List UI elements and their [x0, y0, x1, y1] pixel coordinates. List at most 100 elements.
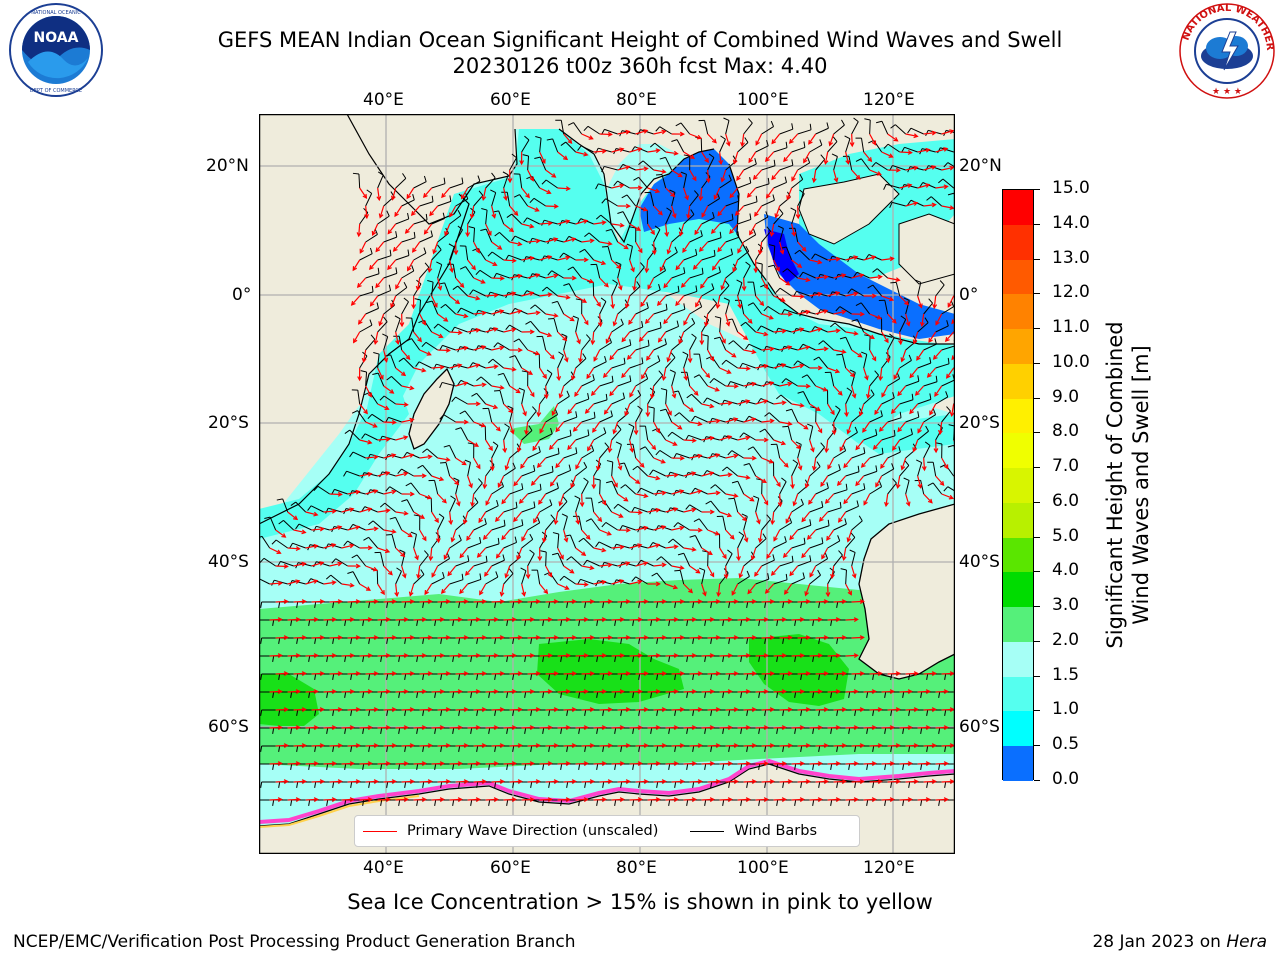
- wind-barb: [431, 282, 434, 297]
- wind-barb-flag: [916, 459, 922, 464]
- wave-arrow: [737, 511, 747, 521]
- wave-arrow: [671, 385, 676, 398]
- wind-barb-flag: [308, 691, 311, 698]
- wave-arrow-head: [385, 797, 391, 803]
- wave-arrow-head: [643, 525, 649, 531]
- wind-barb-flag: [772, 554, 775, 561]
- wind-barb: [779, 287, 792, 297]
- wave-arrow: [893, 367, 901, 380]
- wave-arrow-head: [463, 707, 469, 713]
- wind-barb: [764, 428, 775, 441]
- wave-arrow-head: [493, 689, 499, 695]
- wave-arrow: [413, 331, 422, 342]
- wind-barb: [401, 301, 409, 315]
- wind-barb: [503, 174, 509, 189]
- wind-barb-flag: [792, 459, 799, 464]
- wave-arrow-head: [504, 573, 510, 579]
- wave-arrow: [797, 421, 808, 430]
- wave-arrow-head: [895, 671, 901, 677]
- wave-arrow: [401, 385, 414, 390]
- wave-arrow-head: [313, 797, 319, 803]
- wave-arrow-head: [538, 499, 543, 505]
- wind-barb-flag: [620, 637, 623, 644]
- wind-barb-flag: [604, 442, 610, 448]
- wind-barb-flag: [638, 601, 641, 608]
- wind-barb-flag: [740, 763, 743, 770]
- wind-barb: [575, 466, 587, 477]
- wind-barb-flag: [420, 569, 425, 575]
- wave-arrow-head: [660, 459, 666, 464]
- wave-arrow: [365, 456, 378, 459]
- wave-arrow: [743, 672, 756, 675]
- wind-barb-flag: [561, 513, 568, 517]
- wind-barb-flag: [413, 231, 416, 238]
- wave-arrow: [443, 547, 451, 560]
- wind-barb-flag: [559, 575, 565, 581]
- wind-barb-flag: [902, 799, 905, 806]
- wave-arrow: [293, 672, 306, 675]
- wind-barb-flag: [307, 505, 312, 511]
- wind-barb: [356, 554, 367, 567]
- wind-barb-flag: [592, 374, 595, 381]
- wind-barb-flag: [398, 357, 405, 362]
- wave-arrow: [539, 583, 548, 594]
- wave-arrow: [395, 367, 406, 376]
- wave-arrow-head: [513, 481, 519, 487]
- wave-arrow-head: [427, 779, 433, 785]
- wind-barb-flag: [405, 338, 412, 342]
- wave-arrow-head: [367, 392, 372, 398]
- wind-barb: [401, 468, 414, 477]
- wind-barb: [895, 282, 901, 297]
- wave-arrow-head: [939, 480, 945, 486]
- wave-arrow: [833, 744, 846, 747]
- wave-arrow: [617, 562, 630, 567]
- wave-arrow-head: [715, 599, 721, 605]
- wave-arrow-head: [421, 320, 426, 326]
- wave-arrow: [359, 798, 372, 801]
- wave-arrow: [801, 511, 811, 522]
- wave-arrow-head: [549, 481, 555, 487]
- wind-barb-flag: [350, 673, 353, 680]
- wave-arrow: [311, 780, 324, 783]
- wave-arrow-head: [709, 509, 715, 515]
- wind-barb: [479, 269, 492, 279]
- wind-barb-flag: [701, 267, 704, 274]
- wind-barb-flag: [794, 727, 797, 734]
- wave-arrow-head: [409, 491, 415, 497]
- wave-arrow: [845, 762, 858, 765]
- wind-barb-flag: [836, 745, 839, 752]
- wave-arrow-head: [799, 725, 805, 731]
- wave-arrow-head: [722, 554, 727, 560]
- wind-barb-flag: [548, 637, 551, 644]
- wave-arrow: [395, 436, 408, 441]
- wave-arrow-head: [777, 502, 783, 508]
- wave-arrow: [941, 205, 954, 209]
- wind-barb: [413, 252, 427, 261]
- wind-barb: [683, 354, 689, 369]
- wind-barb: [546, 286, 558, 297]
- wind-barb-flag: [890, 709, 893, 716]
- wave-arrow-head: [563, 357, 569, 363]
- wave-arrow-head: [841, 273, 847, 278]
- wave-arrow-head: [853, 330, 859, 336]
- wave-arrow-head: [623, 497, 629, 502]
- wave-arrow-head: [385, 617, 391, 623]
- wave-arrow-head: [283, 707, 289, 713]
- wind-barb: [773, 500, 783, 513]
- wave-arrow-head: [515, 388, 521, 394]
- wave-arrow-head: [375, 247, 381, 253]
- wind-barb: [704, 120, 709, 135]
- wind-barb-flag: [507, 405, 514, 409]
- wind-barb-flag: [795, 441, 802, 445]
- wave-arrow: [899, 184, 912, 189]
- wave-arrow: [629, 618, 642, 621]
- wind-barb-flag: [656, 601, 659, 608]
- wave-arrow: [653, 780, 666, 783]
- wave-arrow: [467, 690, 480, 693]
- wave-arrow-head: [895, 277, 901, 283]
- wave-arrow-head: [853, 255, 859, 261]
- wind-barb: [687, 471, 702, 477]
- wave-arrow: [843, 457, 853, 468]
- wave-arrow-head: [548, 445, 554, 450]
- wave-arrow: [721, 277, 727, 290]
